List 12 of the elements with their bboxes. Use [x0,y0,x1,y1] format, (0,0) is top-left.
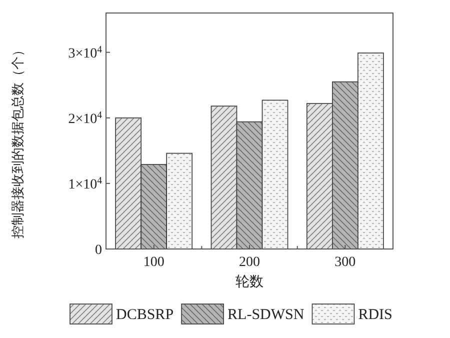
y-tick-label: 1×10$^{4}$ [68,174,102,192]
legend-label: DCBSRP [116,307,174,323]
y-tick-label: 2×10$^{4}$ [68,109,102,127]
legend-label: RDIS [358,307,392,323]
legend-label: RL-SDWSN [228,307,304,323]
x-axis-title: 轮数 [236,274,264,290]
y-tick-label: 0 [95,243,102,258]
x-tick-label: 300 [334,255,356,270]
x-tick-label: 200 [239,255,260,270]
y-tick-label: 3×10$^{4}$ [68,44,102,62]
x-tick-label: 100 [143,255,164,270]
y-axis-title: 控制器接收到的数据包总数（个） [10,44,25,238]
